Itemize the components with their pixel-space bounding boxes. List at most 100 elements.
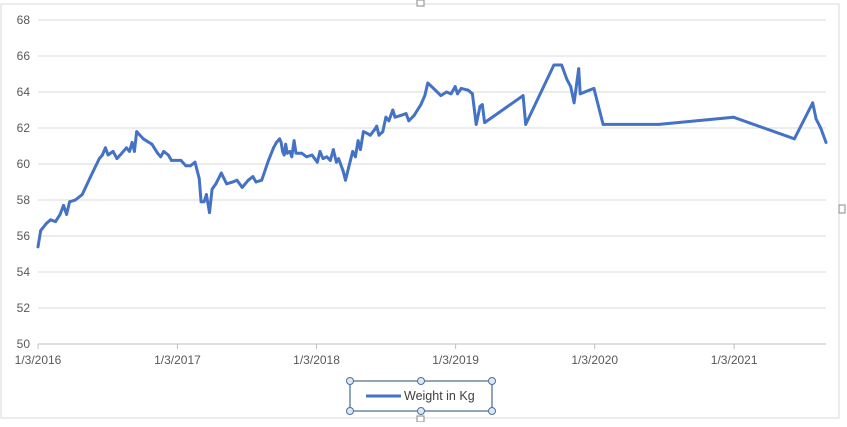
data-point xyxy=(58,213,62,216)
data-point xyxy=(362,130,365,134)
data-point xyxy=(205,193,208,197)
data-point xyxy=(459,87,463,90)
legend[interactable]: Weight in Kg xyxy=(346,377,496,415)
data-point xyxy=(219,171,223,175)
data-point xyxy=(159,155,163,159)
data-point xyxy=(100,153,104,157)
data-point xyxy=(577,67,581,70)
data-point xyxy=(393,115,397,119)
data-point xyxy=(315,160,319,164)
data-point xyxy=(225,182,229,186)
data-point xyxy=(328,159,332,162)
data-point xyxy=(432,87,435,90)
data-point xyxy=(290,155,294,159)
data-point xyxy=(246,178,250,182)
data-point xyxy=(189,164,192,168)
data-point xyxy=(483,121,486,124)
data-point xyxy=(300,151,304,155)
chart-resize-handle[interactable] xyxy=(416,415,425,423)
data-point xyxy=(453,85,457,88)
data-point xyxy=(285,151,289,155)
data-point xyxy=(732,115,735,119)
legend-resize-handle[interactable] xyxy=(488,407,496,415)
data-point xyxy=(423,94,427,97)
data-point xyxy=(39,229,43,233)
data-point xyxy=(391,108,395,112)
data-point xyxy=(279,141,283,144)
data-point xyxy=(560,63,563,67)
y-tick-label: 66 xyxy=(17,49,31,63)
data-point xyxy=(210,187,214,191)
data-point xyxy=(150,142,154,146)
y-tick-label: 58 xyxy=(17,193,31,207)
legend-resize-handle[interactable] xyxy=(417,377,425,385)
data-point xyxy=(521,94,525,97)
data-point xyxy=(282,153,286,157)
x-tick-label: 1/3/2020 xyxy=(571,353,618,367)
data-point xyxy=(609,123,613,126)
data-point xyxy=(347,166,350,170)
y-axis: 50 52 54 56 58 60 62 64 66 68 xyxy=(17,13,31,351)
data-point xyxy=(384,115,388,119)
legend-resize-handle[interactable] xyxy=(346,377,354,385)
y-tick-label: 64 xyxy=(17,85,31,99)
data-point xyxy=(373,128,376,132)
data-point xyxy=(294,151,298,155)
data-point xyxy=(569,85,573,88)
data-point xyxy=(334,160,338,164)
data-point xyxy=(524,123,528,126)
data-point xyxy=(474,123,478,126)
data-point xyxy=(456,92,459,96)
data-point xyxy=(578,92,582,96)
data-point xyxy=(44,222,48,225)
data-point xyxy=(184,164,188,168)
y-tick-label: 68 xyxy=(17,13,31,27)
data-point xyxy=(426,81,430,85)
data-point xyxy=(193,160,197,164)
data-point xyxy=(814,117,818,121)
y-tick-label: 54 xyxy=(17,265,31,279)
data-point xyxy=(111,150,115,153)
y-tick-label: 60 xyxy=(17,157,31,171)
data-point xyxy=(128,150,131,153)
legend-resize-handle[interactable] xyxy=(488,377,496,385)
data-point xyxy=(356,139,360,143)
data-point xyxy=(381,130,385,134)
data-point xyxy=(65,213,68,216)
series-line xyxy=(36,63,828,249)
data-point xyxy=(321,157,325,161)
data-point xyxy=(278,137,281,141)
legend-resize-handle[interactable] xyxy=(417,407,425,415)
data-point xyxy=(115,157,119,161)
chart-resize-handle[interactable] xyxy=(838,204,846,214)
x-tick-label: 1/3/2019 xyxy=(432,353,479,367)
data-point xyxy=(36,245,40,249)
data-point xyxy=(62,204,65,207)
data-point xyxy=(318,150,322,153)
data-point xyxy=(97,157,101,161)
data-point xyxy=(292,139,296,143)
data-point xyxy=(572,101,576,105)
x-tick-label: 1/3/2016 xyxy=(15,353,62,367)
data-point xyxy=(130,141,134,144)
y-tick-label: 52 xyxy=(17,301,31,315)
chart-resize-handle[interactable] xyxy=(416,0,425,7)
data-point xyxy=(399,114,403,117)
data-point xyxy=(202,200,206,204)
y-tick-label: 56 xyxy=(17,229,31,243)
legend-resize-handle[interactable] xyxy=(346,407,354,415)
data-point xyxy=(199,200,203,204)
data-point xyxy=(162,150,166,153)
data-point xyxy=(358,148,362,152)
data-point xyxy=(601,123,605,126)
data-point xyxy=(208,211,211,215)
data-point xyxy=(275,141,278,144)
data-point xyxy=(354,155,357,159)
data-point xyxy=(368,133,372,137)
data-point xyxy=(260,178,264,182)
data-point xyxy=(89,175,92,179)
data-point xyxy=(125,146,128,150)
data-point xyxy=(365,132,369,135)
data-point xyxy=(375,124,379,128)
